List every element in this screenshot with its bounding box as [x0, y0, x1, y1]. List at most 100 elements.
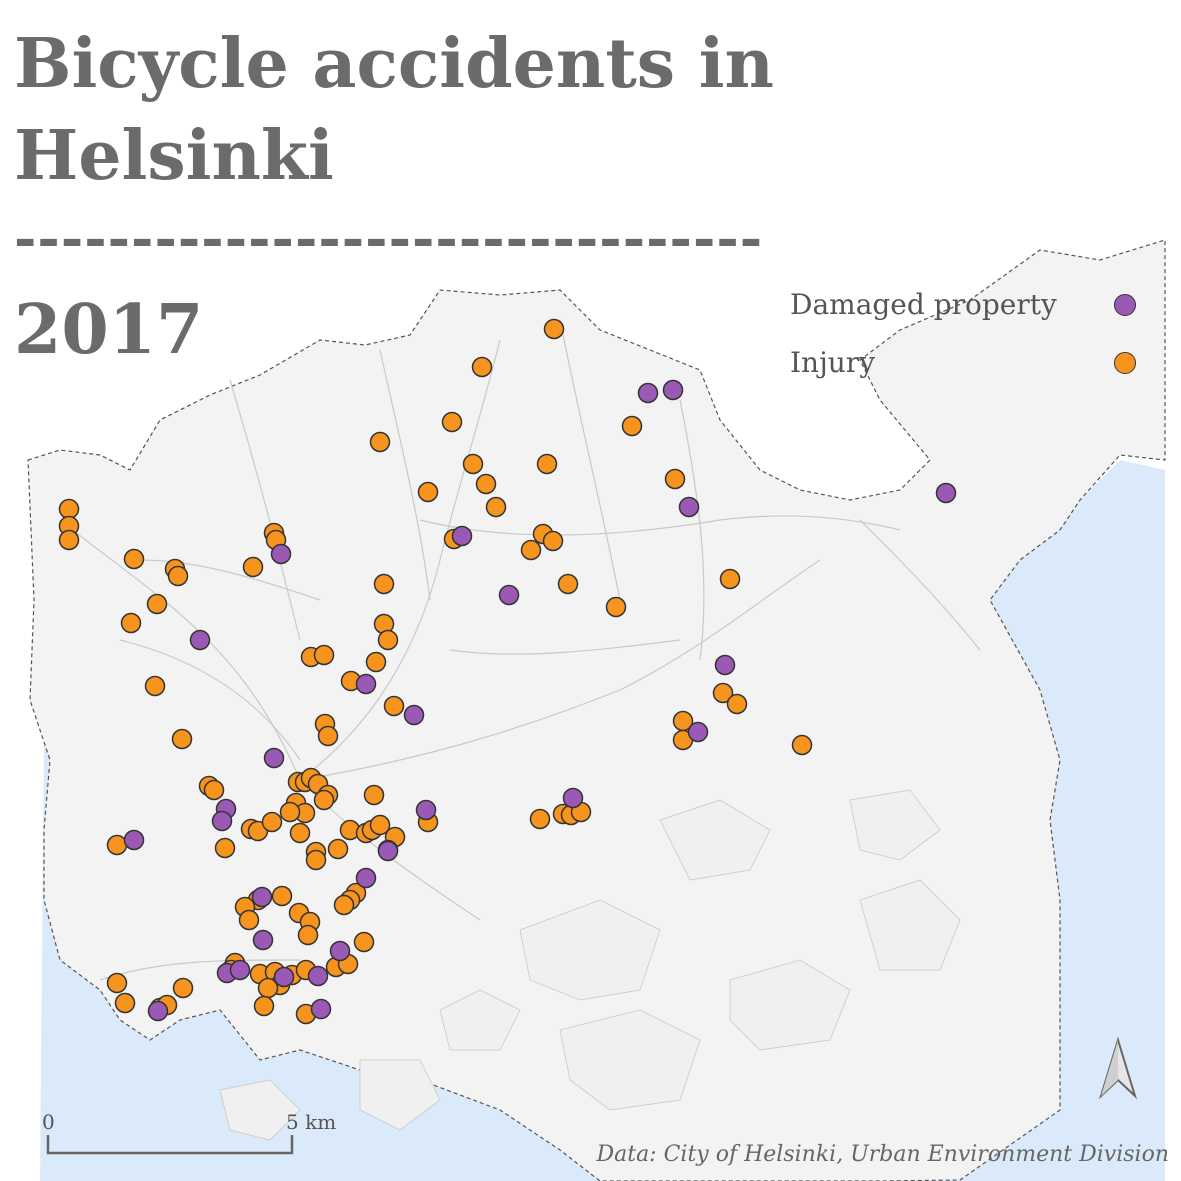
injury-marker	[242, 556, 264, 578]
injury-marker	[327, 838, 349, 860]
damaged-property-marker	[714, 654, 736, 676]
damaged-property-marker	[637, 382, 659, 404]
injury-marker	[58, 529, 80, 551]
injury-marker	[719, 568, 741, 590]
injury-marker	[238, 909, 260, 931]
damaged-property-marker	[662, 379, 684, 401]
legend-item-damaged[interactable]: Damaged property	[790, 284, 1160, 342]
damaged-property-marker	[189, 629, 211, 651]
damaged-property-marker	[687, 721, 709, 743]
damaged-property-marker	[147, 1000, 169, 1022]
injury-marker	[557, 573, 579, 595]
injury-marker	[536, 453, 558, 475]
injury-marker	[363, 784, 385, 806]
damaged-property-marker	[415, 799, 437, 821]
injury-marker	[791, 734, 813, 756]
injury-marker	[305, 849, 327, 871]
injury-marker	[373, 573, 395, 595]
injury-marker	[485, 496, 507, 518]
legend-item-injury[interactable]: Injury	[790, 342, 1160, 400]
legend-swatch-injury	[1114, 352, 1136, 374]
road-network	[59, 319, 981, 981]
damaged-property-marker	[307, 965, 329, 987]
damaged-property-marker	[123, 829, 145, 851]
injury-marker	[261, 811, 283, 833]
injury-marker	[114, 992, 136, 1014]
injury-marker	[58, 498, 80, 520]
damaged-property-marker	[273, 966, 295, 988]
damaged-property-marker	[498, 584, 520, 606]
injury-marker	[441, 411, 463, 433]
damaged-property-marker	[251, 886, 273, 908]
injury-marker	[369, 431, 391, 453]
injury-marker	[712, 682, 734, 704]
injury-marker	[520, 539, 542, 561]
accident-markers	[58, 318, 957, 1025]
injury-marker	[253, 995, 275, 1017]
injury-marker	[289, 822, 311, 844]
data-credit: Data: City of Helsinki, Urban Environmen…	[596, 1142, 1169, 1167]
injury-marker	[120, 612, 142, 634]
legend-swatch-damaged	[1114, 294, 1136, 316]
injury-marker	[543, 318, 565, 340]
damaged-property-marker	[252, 929, 274, 951]
damaged-property-marker	[451, 525, 473, 547]
injury-marker	[542, 530, 564, 552]
injury-marker	[123, 548, 145, 570]
damaged-property-marker	[270, 543, 292, 565]
injury-marker	[369, 814, 391, 836]
damaged-property-marker	[562, 787, 584, 809]
injury-marker	[383, 695, 405, 717]
islands	[219, 789, 961, 1141]
injury-marker	[144, 675, 166, 697]
injury-marker	[271, 885, 293, 907]
injury-marker	[471, 356, 493, 378]
injury-marker	[106, 834, 128, 856]
damaged-property-marker	[211, 810, 233, 832]
map-title: Bicycle accidents in Helsinki	[14, 18, 914, 202]
legend-label-damaged: Damaged property	[790, 288, 1057, 321]
injury-marker	[726, 693, 748, 715]
injury-marker	[214, 837, 236, 859]
injury-marker	[106, 972, 128, 994]
damaged-property-marker	[355, 867, 377, 889]
injury-marker	[605, 596, 627, 618]
north-arrow-icon	[1098, 1036, 1138, 1100]
scale-start-label: 0	[42, 1110, 55, 1134]
injury-marker	[172, 977, 194, 999]
injury-marker	[529, 808, 551, 830]
title-divider: --------------------------------	[14, 206, 764, 270]
injury-marker	[203, 779, 225, 801]
injury-marker	[257, 977, 279, 999]
injury-marker	[279, 801, 301, 823]
damaged-property-marker	[355, 673, 377, 695]
injury-marker	[462, 453, 484, 475]
damaged-property-marker	[263, 747, 285, 769]
damaged-property-marker	[678, 496, 700, 518]
injury-marker	[377, 629, 399, 651]
damaged-property-marker	[403, 704, 425, 726]
legend-label-injury: Injury	[790, 346, 876, 379]
injury-marker	[475, 473, 497, 495]
injury-marker	[664, 468, 686, 490]
injury-marker	[171, 728, 193, 750]
injury-marker	[621, 415, 643, 437]
damaged-property-marker	[229, 959, 251, 981]
injury-marker	[317, 725, 339, 747]
damaged-property-marker	[377, 840, 399, 862]
scale-bar	[46, 1135, 294, 1155]
injury-marker	[167, 565, 189, 587]
injury-marker	[313, 789, 335, 811]
injury-marker	[353, 931, 375, 953]
injury-marker	[146, 593, 168, 615]
damaged-property-marker	[935, 482, 957, 504]
title-line-2: Helsinki	[14, 116, 334, 196]
injury-marker	[333, 894, 355, 916]
scale-end-label: 5 km	[286, 1110, 337, 1134]
injury-marker	[313, 644, 335, 666]
year-label: 2017	[14, 290, 204, 370]
injury-marker	[297, 924, 319, 946]
legend: Damaged property Injury	[790, 284, 1160, 400]
damaged-property-marker	[329, 940, 351, 962]
